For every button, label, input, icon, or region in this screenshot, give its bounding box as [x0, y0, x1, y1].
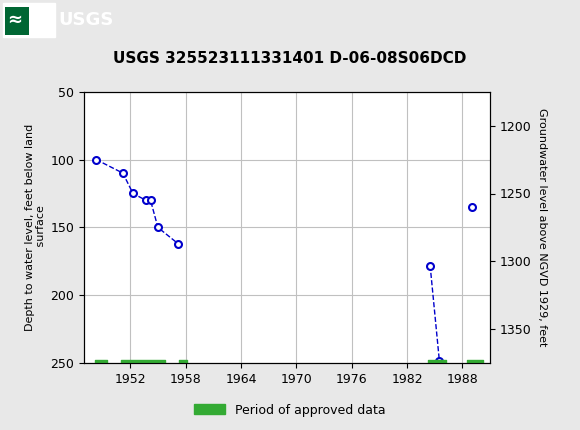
Bar	[3, 3, 55, 37]
Y-axis label: Depth to water level, feet below land
 surface: Depth to water level, feet below land su…	[25, 124, 46, 331]
Y-axis label: Groundwater level above NGVD 1929, feet: Groundwater level above NGVD 1929, feet	[537, 108, 547, 347]
Text: USGS: USGS	[58, 11, 113, 29]
Text: ≈: ≈	[8, 11, 23, 29]
Text: USGS 325523111331401 D-06-08S06DCD: USGS 325523111331401 D-06-08S06DCD	[113, 51, 467, 66]
Bar	[5, 7, 29, 35]
Legend: Period of approved data: Period of approved data	[189, 399, 391, 421]
